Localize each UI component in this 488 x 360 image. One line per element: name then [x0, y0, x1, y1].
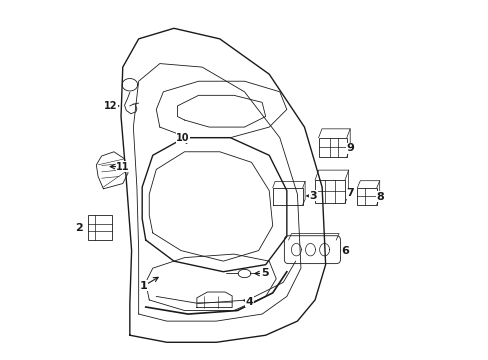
- Bar: [318, 138, 346, 157]
- Text: 9: 9: [346, 143, 353, 153]
- Text: 3: 3: [309, 191, 316, 201]
- Text: 10: 10: [176, 133, 189, 143]
- Text: 1: 1: [140, 281, 147, 291]
- Text: 7: 7: [346, 188, 353, 198]
- Bar: [357, 188, 376, 205]
- Text: 6: 6: [341, 246, 348, 256]
- Text: 12: 12: [103, 101, 117, 111]
- Bar: [314, 180, 345, 203]
- Text: 11: 11: [116, 162, 129, 172]
- Text: 8: 8: [376, 192, 384, 202]
- Bar: [87, 215, 112, 240]
- Text: 5: 5: [260, 269, 268, 279]
- Text: 4: 4: [245, 297, 253, 307]
- Text: 2: 2: [75, 222, 82, 233]
